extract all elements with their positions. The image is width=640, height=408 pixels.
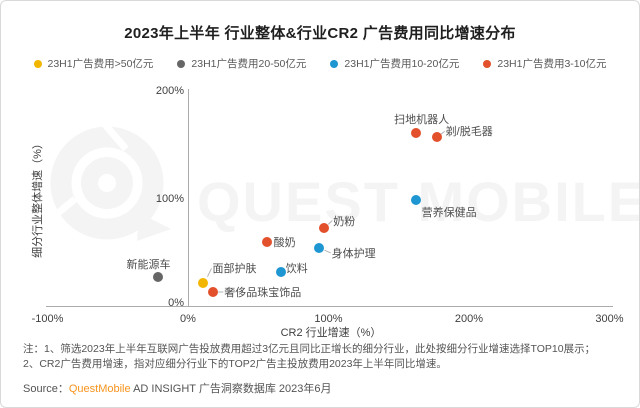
scatter-point-label-新能源车: 新能源车 [126,258,171,271]
scatter-point-扫地机器人 [410,127,421,138]
scatter-point-奢侈品珠宝饰品 [208,287,219,298]
legend-item-1: 23H1广告费用20-50亿元 [177,56,306,71]
questmobile-logo-watermark-icon [44,117,171,241]
source-suffix: AD INSIGHT 广告洞察数据库 2023年6月 [130,383,332,395]
x-axis-label: CR2 行业增速（%） [280,327,382,339]
scatter-point-label-奶粉: 奶粉 [333,215,356,228]
scatter-point-label-酸奶: 酸奶 [273,236,296,249]
source-brand: QuestMobile [68,383,131,395]
source-prefix: Source： [23,383,69,395]
scatter-point-饮料 [275,266,286,277]
page-title: 2023年上半年 行业整体&行业CR2 广告费用同比增速分布 [124,25,516,42]
scatter-point-label-面部护肤: 面部护肤 [212,263,257,276]
y-tick-0%: 0% [168,297,184,309]
scatter-point-剃/脱毛器 [431,132,442,143]
legend-marker-icon [177,59,186,68]
scatter-point-label-剃/脱毛器: 剃/脱毛器 [445,126,493,139]
legend-marker-icon [33,59,42,68]
scatter-point-身体护理 [313,242,324,253]
scatter-point-label-身体护理: 身体护理 [331,247,376,260]
x-tick-200%: 200% [454,313,484,325]
footnotes: 注：1、筛选2023年上半年互联网广告投放费用超过3亿元且同比正增长的细分行业，… [23,342,595,372]
legend-item-0: 23H1广告费用>50亿元 [33,56,154,71]
scatter-point-label-奢侈品珠宝饰品: 奢侈品珠宝饰品 [224,287,302,300]
scatter-point-label-饮料: 饮料 [285,262,308,275]
x-tick-100%: 100% [314,313,343,325]
y-axis-line [188,89,189,307]
scatter-point-新能源车 [153,271,164,282]
x-axis-line [46,306,613,307]
legend-item-2: 23H1广告费用10-20亿元 [330,56,459,71]
scatter-point-营养保健品 [410,194,421,205]
x-tick-0%: 0% [180,313,196,325]
footnote-line-1: 注：1、筛选2023年上半年互联网广告投放费用超过3亿元且同比正增长的细分行业，… [23,343,596,355]
legend-marker-icon [483,59,492,68]
legend-item-label: 23H1广告费用3-10亿元 [497,58,607,70]
legend-item-label: 23H1广告费用20-50亿元 [191,58,307,70]
footnote-line-2: 2、CR2广告费用增速，指对应细分行业下的TOP2广告主投放费用2023年上半年… [23,358,447,370]
scatter-point-label-营养保健品: 营养保健品 [421,206,477,219]
scatter-point-面部护肤 [198,278,209,289]
source-line: Source：QuestMobile AD INSIGHT 广告洞察数据库 20… [23,380,332,396]
scatter-point-酸奶 [261,236,272,247]
y-tick-200%: 200% [155,85,184,97]
legend-item-3: 23H1广告费用3-10亿元 [483,56,606,71]
legend-item-label: 23H1广告费用>50亿元 [47,58,154,70]
legend-marker-icon [330,59,339,68]
y-tick-100%: 100% [155,192,184,205]
legend: 23H1广告费用>50亿元 23H1广告费用20-50亿元 23H1广告费用10-2… [1,56,639,71]
scatter-point-奶粉 [319,222,330,233]
scatter-point-label-扫地机器人: 扫地机器人 [394,113,450,126]
x-tick-300%: 300% [595,313,624,325]
legend-item-label: 23H1广告费用10-20亿元 [344,58,460,70]
x-tick--100%: -100% [31,313,64,325]
